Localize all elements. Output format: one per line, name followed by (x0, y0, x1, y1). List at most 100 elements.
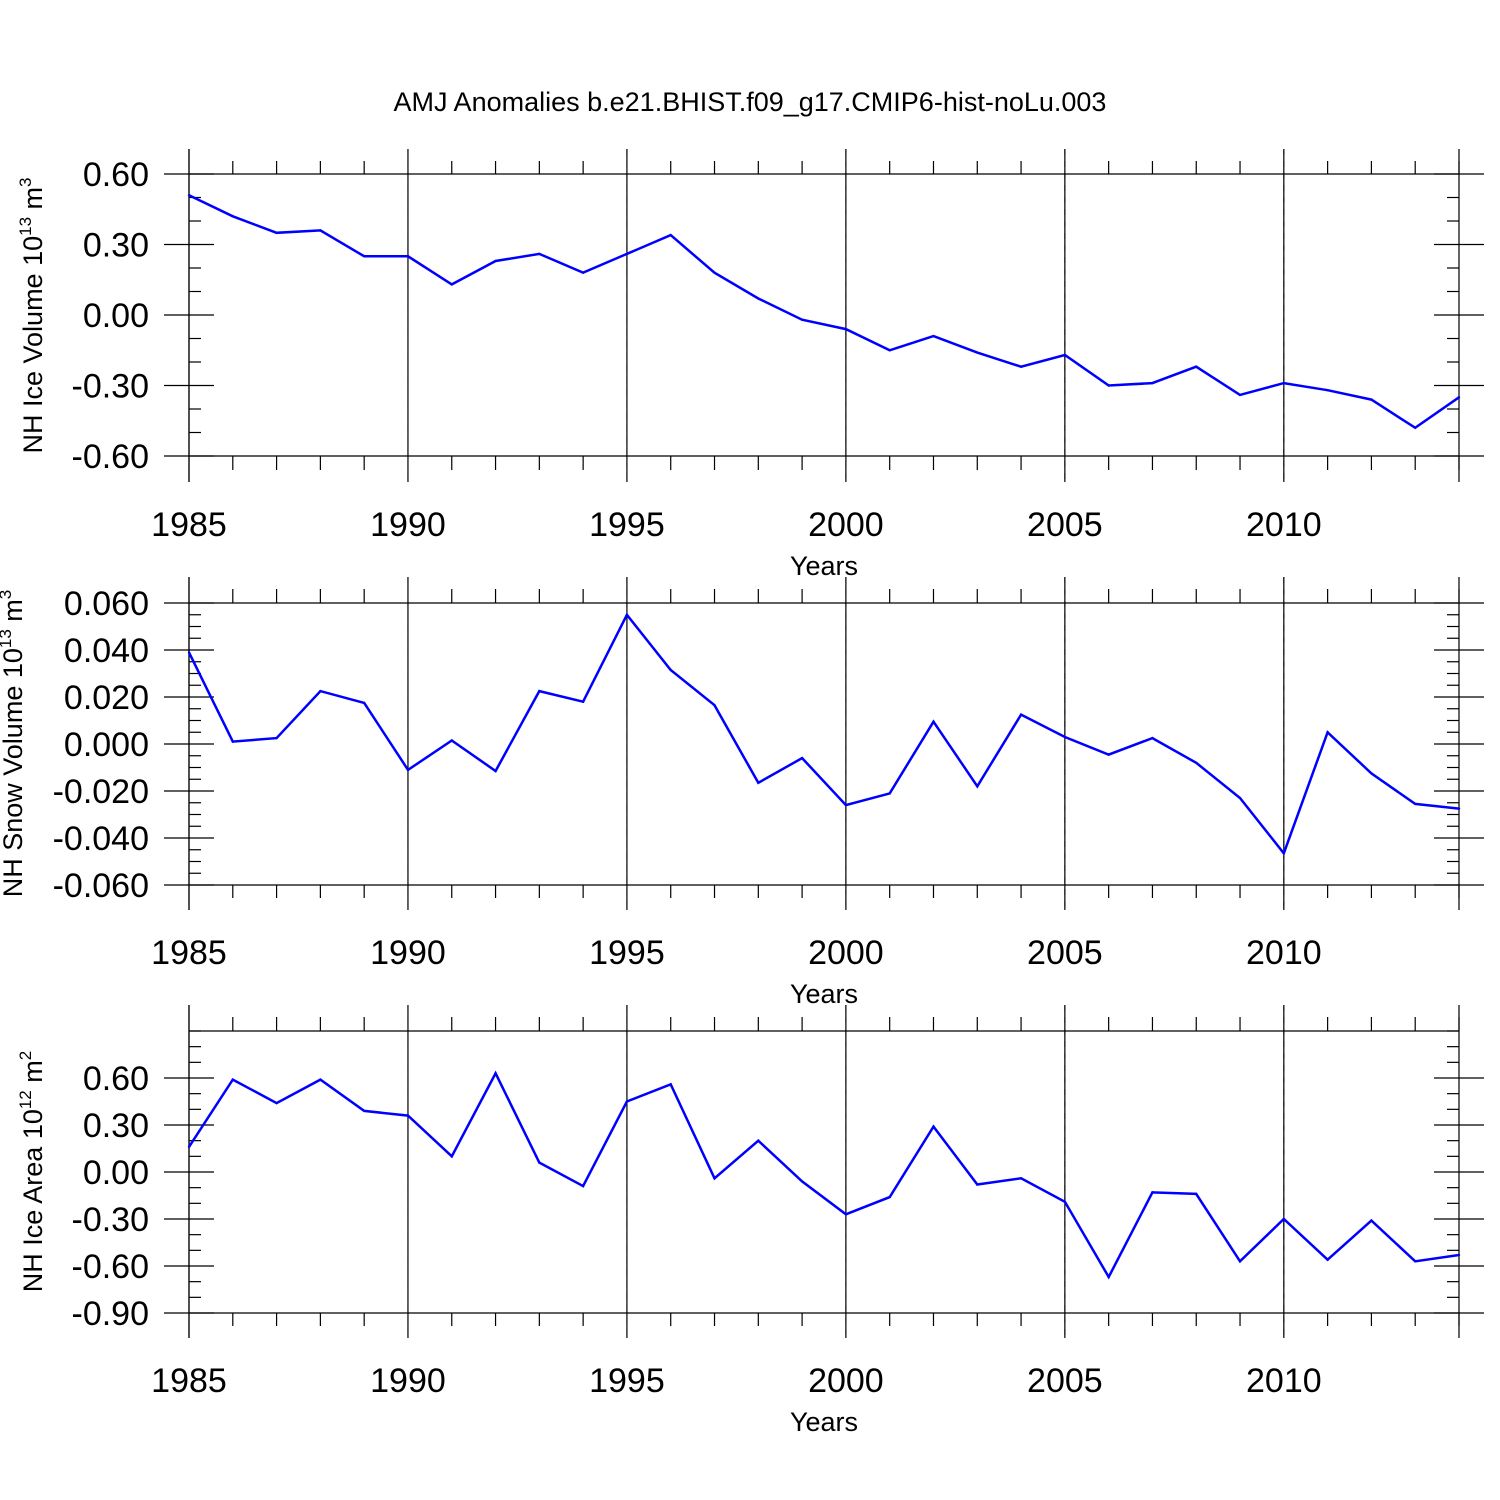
figure-title: AMJ Anomalies b.e21.BHIST.f09_g17.CMIP6-… (394, 87, 1107, 117)
ice-volume-data-point (1063, 353, 1067, 357)
ice-volume-data-point (231, 215, 234, 218)
snow-volume-data-point (1457, 807, 1461, 810)
ice-volume-data-point (976, 351, 979, 354)
ice-volume-data-point (1370, 398, 1373, 401)
ice-volume-data-point (844, 327, 848, 331)
ice-area-data-point (319, 1078, 322, 1081)
ice-area-y-axis-label-unit: m (18, 1060, 48, 1090)
snow-volume-data-point (1019, 713, 1023, 716)
ice-volume-y-tick-label: -0.60 (72, 438, 150, 476)
ice-area-data-point (231, 1078, 234, 1081)
snow-volume-panel: -0.060 -0.040 -0.020 0.000 0.020 0.040 0.060 19… (0, 577, 1484, 1009)
ice-area-data-point (800, 1180, 804, 1183)
ice-area-x-axis-label: Years (790, 1407, 858, 1437)
snow-volume-data-point (1414, 802, 1417, 806)
ice-area-data-point (450, 1155, 453, 1158)
ice-area-y-tick-label: 0.30 (83, 1107, 149, 1145)
ice-volume-data-point (1282, 381, 1286, 385)
ice-area-x-tick-label: 1995 (589, 1362, 665, 1400)
ice-area-data-point (494, 1072, 497, 1075)
ice-area-x-tick-label: 1990 (370, 1362, 446, 1400)
ice-volume-data-point (1414, 426, 1417, 429)
ice-area-x-tick-label: 1985 (151, 1362, 227, 1400)
snow-volume-data-point (319, 689, 322, 693)
ice-volume-y-tick-label: 0.30 (83, 227, 149, 265)
ice-area-data-point (362, 1109, 366, 1113)
snow-volume-data-point (932, 720, 935, 723)
ice-area-data-point (1282, 1217, 1286, 1221)
snow-volume-data-point (976, 785, 979, 788)
snow-volume-data-point (362, 701, 366, 705)
ice-volume-data-point (1107, 384, 1110, 387)
snow-volume-y-tick-label: 0.000 (64, 726, 149, 764)
ice-volume-data-point (757, 297, 760, 300)
ice-area-panel: -0.90 -0.60 -0.30 0.00 0.30 0.60 1985 1990 1995 2… (16, 1005, 1484, 1437)
snow-volume-data-point (1370, 772, 1373, 775)
snow-volume-data-point (844, 803, 848, 807)
ice-volume-x-tick-label: 1985 (151, 506, 227, 544)
snow-volume-y-axis-label-unit-exponent: 3 (0, 590, 15, 599)
snow-volume-y-axis-label-unit: m (0, 599, 28, 629)
snow-volume-data-point (275, 736, 278, 740)
ice-area-data-point (1238, 1260, 1242, 1263)
snow-volume-data-point (494, 769, 497, 773)
ice-area-data-point (1370, 1219, 1373, 1222)
ice-area-series-line (187, 1070, 1460, 1280)
ice-volume-y-axis-label-exponent: 13 (16, 217, 35, 236)
ice-volume-x-tick-label: 1990 (370, 506, 446, 544)
snow-volume-y-tick-label: -0.040 (53, 820, 149, 858)
ice-area-data-point (581, 1184, 585, 1188)
ice-volume-x-axis-label: Years (790, 551, 858, 581)
ice-area-data-point (1326, 1258, 1329, 1261)
ice-volume-y-tick-label: -0.30 (72, 368, 150, 406)
snow-volume-data-point (625, 613, 629, 616)
ice-volume-data-point (450, 283, 453, 286)
snow-volume-data-point (713, 704, 716, 707)
snow-volume-x-tick-label: 2000 (808, 934, 884, 972)
ice-volume-y-tick-label: 0.60 (83, 156, 149, 194)
snow-volume-y-tick-label: 0.060 (64, 585, 149, 623)
ice-area-data-point (538, 1161, 541, 1164)
ice-volume-data-point (187, 193, 191, 197)
snow-volume-data-point (669, 668, 672, 672)
ice-area-data-point (1457, 1253, 1461, 1257)
ice-area-data-point (625, 1100, 629, 1103)
ice-area-data-point (1019, 1177, 1023, 1180)
ice-area-data-point (1414, 1260, 1417, 1263)
ice-volume-data-point (713, 271, 716, 274)
ice-volume-data-point (669, 233, 672, 237)
snow-volume-x-axis-label: Years (790, 979, 858, 1009)
ice-volume-data-point (1151, 381, 1154, 385)
snow-volume-data-point (1326, 731, 1329, 734)
snow-volume-x-tick-label: 1985 (151, 934, 227, 972)
ice-volume-x-tick-label: 2000 (808, 506, 884, 544)
ice-area-data-point (757, 1139, 760, 1142)
ice-area-data-point (1063, 1200, 1067, 1203)
ice-volume-data-point (494, 259, 497, 263)
snow-volume-y-tick-label: 0.040 (64, 632, 149, 670)
ice-area-data-point (713, 1177, 716, 1180)
snow-volume-x-tick-label: 1995 (589, 934, 665, 972)
ice-volume-y-tick-label: 0.00 (83, 297, 149, 335)
ice-volume-data-point (581, 271, 585, 274)
ice-area-data-point (1151, 1191, 1154, 1194)
ice-area-data-point (976, 1183, 979, 1186)
ice-volume-data-point (406, 255, 410, 258)
ice-area-data-point (187, 1145, 191, 1149)
ice-area-data-point (932, 1125, 935, 1128)
ice-volume-data-point (538, 252, 541, 256)
ice-volume-data-point (1019, 365, 1023, 368)
ice-area-y-axis-label-exponent: 12 (16, 1090, 35, 1109)
snow-volume-data-point (757, 781, 760, 784)
snow-volume-x-tick-label: 2010 (1246, 934, 1322, 972)
ice-area-data-point (406, 1114, 410, 1117)
snow-volume-y-axis-label-exponent: 13 (0, 629, 15, 648)
snow-volume-data-point (888, 792, 891, 795)
ice-volume-x-tick-label: 2005 (1027, 506, 1103, 544)
ice-volume-x-tick-label: 2010 (1246, 506, 1322, 544)
snow-volume-data-point (1195, 761, 1198, 764)
ice-volume-data-point (888, 349, 891, 352)
ice-area-data-point (888, 1195, 891, 1199)
ice-volume-data-point (1195, 365, 1198, 368)
ice-volume-y-axis-label-unit: m (18, 187, 48, 217)
